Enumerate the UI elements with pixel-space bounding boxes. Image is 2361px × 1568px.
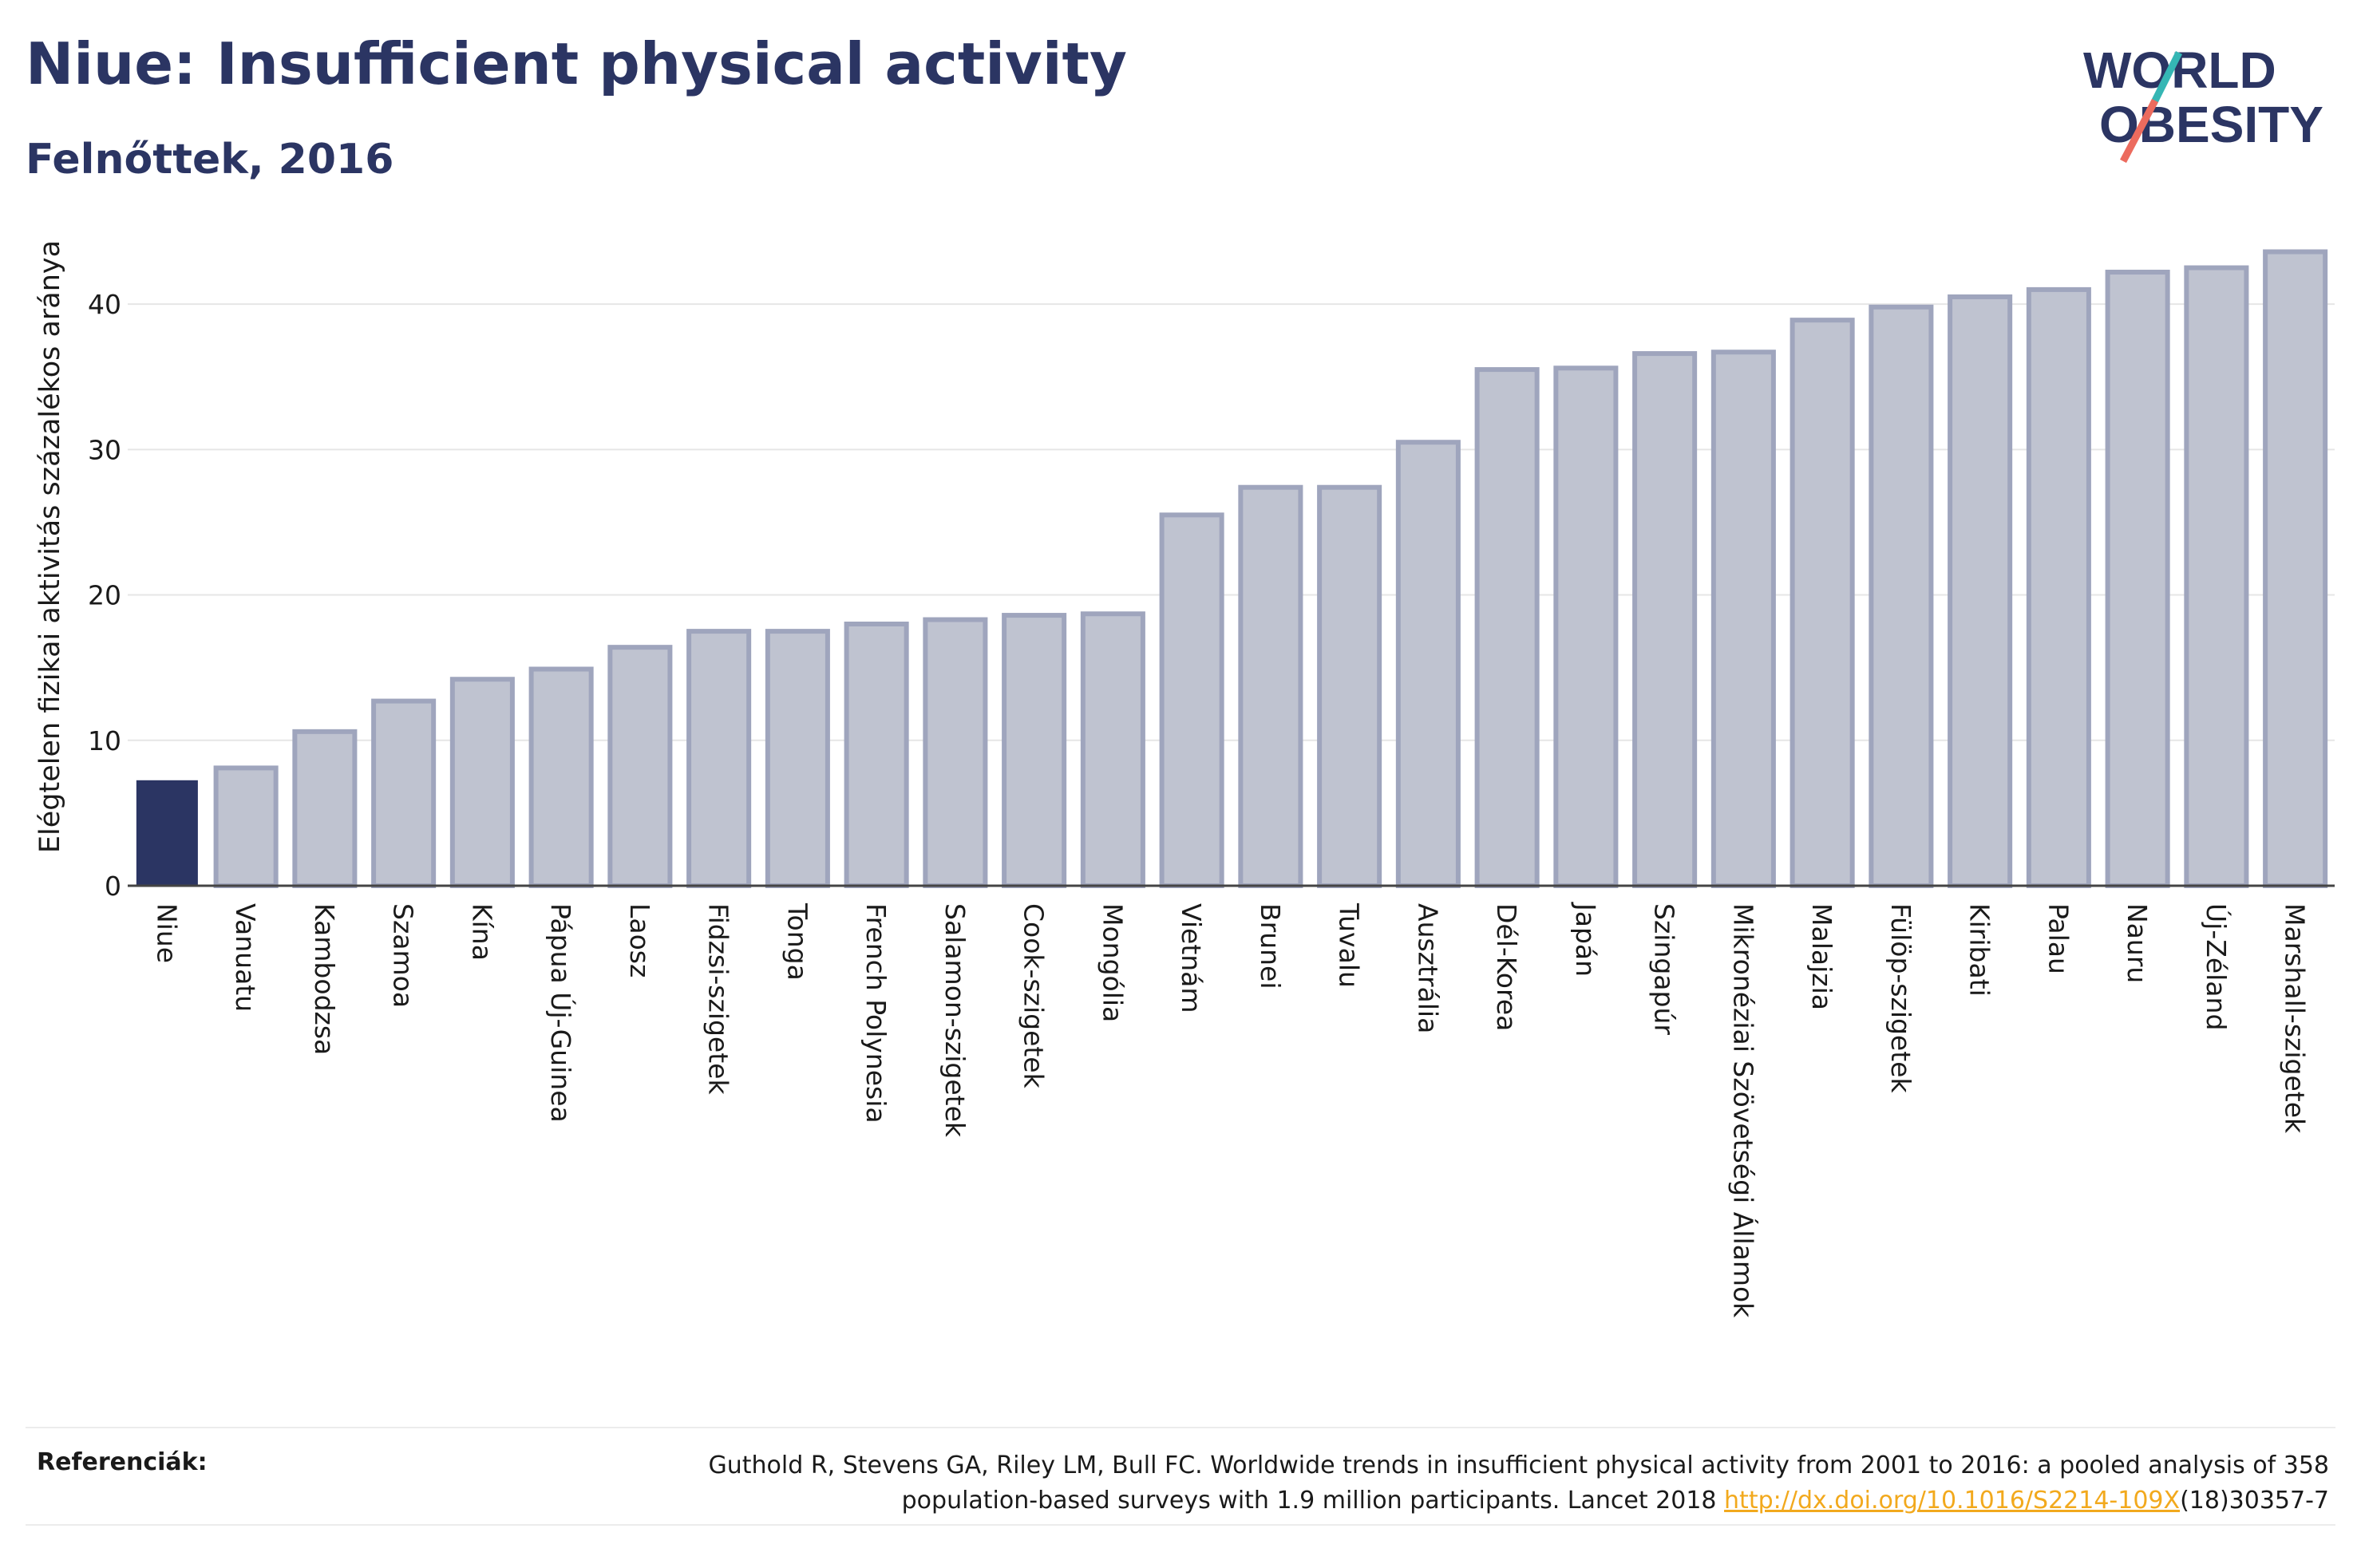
bar-mong-lia[interactable] <box>1080 611 1145 888</box>
y-tick-label: 20 <box>88 580 121 611</box>
logo-slash-teal <box>2149 50 2183 106</box>
footer-rule-bottom <box>26 1524 2335 1526</box>
x-tick-label: Brunei <box>1255 903 1286 989</box>
bar-french-polynesia[interactable] <box>844 622 909 888</box>
logo-line2: OBESITY <box>2099 96 2323 153</box>
references-label: Referenciák: <box>37 1448 208 1476</box>
bar-marshall-szigetek[interactable] <box>2263 249 2328 888</box>
x-tick-label: Niue <box>151 903 182 963</box>
y-tick-label: 40 <box>88 289 121 320</box>
x-tick-label: Vietnám <box>1176 903 1207 1013</box>
x-tick-label: Fülöp-szigetek <box>1885 903 1916 1093</box>
reference-line-1: Guthold R, Stevens GA, Riley LM, Bull FC… <box>708 1451 2329 1479</box>
footer-rule-top <box>26 1427 2335 1428</box>
x-tick-label: Japán <box>1570 902 1601 977</box>
x-tick-label: French Polynesia <box>860 903 892 1124</box>
x-tick-label: Ausztrália <box>1412 903 1443 1033</box>
bar-niue[interactable] <box>136 780 198 887</box>
x-tick-label: Tonga <box>781 902 813 981</box>
bar-kiribati[interactable] <box>1948 294 2013 888</box>
chart-title: Niue: Insufficient physical activity <box>26 30 1127 97</box>
bar-k-na[interactable] <box>449 677 515 888</box>
bar-tuvalu[interactable] <box>1317 484 1382 888</box>
x-tick-label: Kiribati <box>1964 903 1995 997</box>
x-tick-label: Mongólia <box>1097 903 1128 1022</box>
x-tick-label: Palau <box>2043 903 2074 974</box>
y-axis-label: Elégtelen fizikai aktivitás százalékos a… <box>34 240 66 853</box>
x-tick-label: Laosz <box>624 903 655 978</box>
x-tick-label: Kambodzsa <box>309 903 340 1055</box>
x-tick-label: Tuvalu <box>1334 902 1365 988</box>
bar-f-l-p-szigetek[interactable] <box>1869 304 1934 888</box>
bar-d-l-korea[interactable] <box>1474 367 1540 889</box>
bar-brunei[interactable] <box>1238 484 1303 888</box>
bar-kambodzsa[interactable] <box>292 729 358 888</box>
x-tick-label: Szingapúr <box>1649 903 1680 1035</box>
x-tick-label: Cook-szigetek <box>1018 903 1050 1089</box>
world-obesity-logo: WORLD OBESITY <box>2083 41 2323 164</box>
bar-vietn-m[interactable] <box>1159 512 1224 888</box>
bar-layer <box>136 249 2328 889</box>
reference-line-2: population-based surveys with 1.9 millio… <box>901 1487 1717 1515</box>
x-tick-label: Marshall-szigetek <box>2280 903 2311 1134</box>
bar-szingap-r[interactable] <box>1632 351 1698 889</box>
x-tick-label: Kína <box>466 903 497 961</box>
x-tick-label: Pápua Új-Guinea <box>545 903 577 1123</box>
x-tick-label: Új-Zéland <box>2201 903 2232 1030</box>
bar-mikron-ziai-sz-vets-gi-llamok[interactable] <box>1710 350 1776 888</box>
logo-slash-coral <box>2120 98 2158 164</box>
bar-salamon-szigetek[interactable] <box>923 617 988 888</box>
bar-ausztr-lia[interactable] <box>1395 440 1461 888</box>
x-tick-label: Dél-Korea <box>1491 903 1522 1031</box>
x-tick-label: Fidzsi-szigetek <box>703 903 734 1095</box>
y-tick-label: 30 <box>88 434 121 465</box>
chart-subtitle: Felnőttek, 2016 <box>26 136 394 184</box>
bar-palau[interactable] <box>2026 286 2091 888</box>
bar-szamoa[interactable] <box>371 698 437 888</box>
references-text: Guthold R, Stevens GA, Riley LM, Bull FC… <box>413 1448 2329 1519</box>
bar-tonga[interactable] <box>765 629 830 888</box>
x-tick-label: Vanuatu <box>230 903 261 1012</box>
y-tick-label: 10 <box>88 725 121 756</box>
bar-fidzsi-szigetek[interactable] <box>686 629 752 888</box>
bar-malajzia[interactable] <box>1790 318 1855 888</box>
doi-link[interactable]: http://dx.doi.org/10.1016/S2214-109X <box>1724 1487 2181 1515</box>
x-tick-label: Szamoa <box>388 903 419 1008</box>
bar-jap-n[interactable] <box>1553 365 1619 888</box>
bar-vanuatu[interactable] <box>213 765 279 889</box>
bar-p-pua-j-guinea[interactable] <box>528 666 594 888</box>
reference-line-3: (18)30357-7 <box>2180 1487 2329 1515</box>
logo-line1: WORLD <box>2083 41 2276 99</box>
bar-nauru[interactable] <box>2105 270 2170 888</box>
bar-cook-szigetek[interactable] <box>1002 613 1067 888</box>
axis-layer: 0 10 20 30 40 Niue Vanuatu Kambodzsa Szamoa Kína P… <box>88 289 2335 1318</box>
bar-laosz[interactable] <box>607 645 673 889</box>
x-tick-label: Salamon-szigetek <box>939 903 971 1138</box>
y-tick-label: 0 <box>105 871 121 902</box>
x-tick-label: Nauru <box>2122 903 2153 983</box>
bar-chart: 0 10 20 30 40 Niue Vanuatu Kambodzsa Szamoa Kína P… <box>34 240 2335 1318</box>
bar--j-z-land[interactable] <box>2184 265 2249 888</box>
x-tick-label: Mikronéziai Szövetségi Államok <box>1727 903 1759 1318</box>
x-tick-label: Malajzia <box>1806 903 1837 1010</box>
